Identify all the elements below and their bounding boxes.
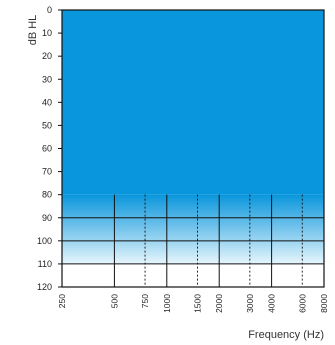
y-tick-label-80: 80 [42,190,52,200]
y-tick-label-90: 90 [42,213,52,223]
y-tick-label-10: 10 [42,28,52,38]
y-tick-label-110: 110 [38,259,52,269]
y-tick-label-0: 0 [47,5,52,15]
x-axis-label: Frequency (Hz) [248,329,324,341]
area-band-1 [62,194,324,264]
y-tick-label-30: 30 [42,74,52,84]
x-tick-label-3000: 3000 [245,294,255,313]
area-band-0 [62,10,324,195]
x-tick-label-6000: 6000 [297,294,307,313]
y-tick-label-50: 50 [42,120,52,130]
x-tick-label-750: 750 [140,294,150,308]
x-tick-label-1000: 1000 [162,294,172,313]
y-tick-label-60: 60 [42,144,52,154]
x-tick-label-2000: 2000 [214,294,224,313]
x-tick-label-4000: 4000 [267,294,277,313]
y-tick-label-20: 20 [42,51,52,61]
y-tick-label-100: 100 [37,236,52,246]
grid-lines [62,194,324,287]
x-tick-label-500: 500 [109,294,119,308]
x-tick-label-8000: 8000 [319,294,329,313]
hearing-range-area [62,10,324,264]
y-tick-label-120: 120 [37,282,52,292]
y-tick-label-40: 40 [42,97,52,107]
x-axis-ticks: 250 500 750 1000 1500 2000 3000 4000 6000 8000 [57,294,329,313]
y-axis-label: dB HL [27,15,39,46]
y-axis-ticks: 0 10 20 30 40 50 60 70 80 90 100 110 120 [37,5,62,292]
y-tick-label-70: 70 [42,167,52,177]
x-tick-label-250: 250 [57,294,67,308]
x-tick-label-1500: 1500 [192,294,202,313]
